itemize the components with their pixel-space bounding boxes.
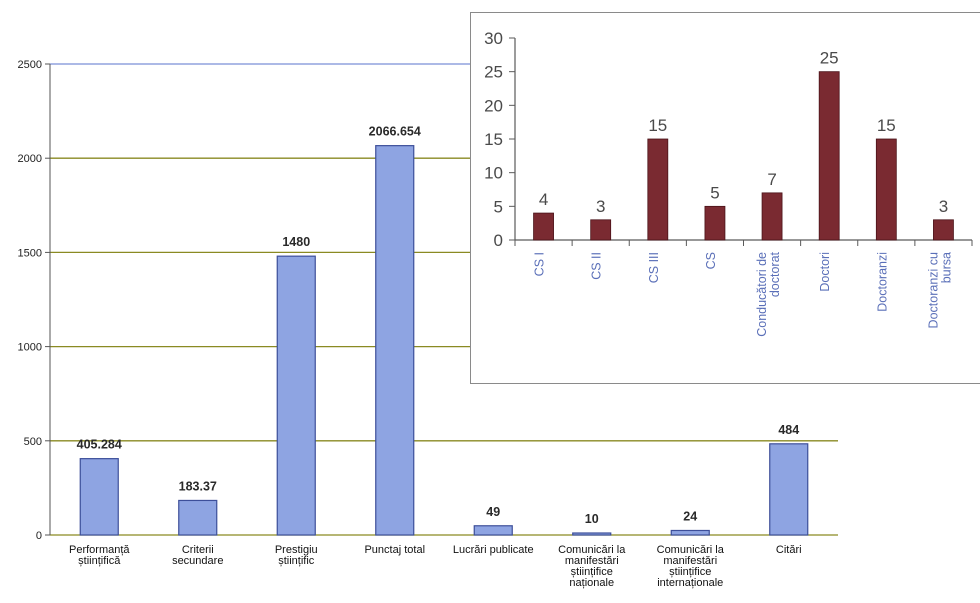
inset-y-tick-label: 30 <box>484 29 503 48</box>
main-data-label: 24 <box>683 509 697 523</box>
inset-x-category-label: Doctoranzi <box>875 252 889 312</box>
inset-x-category-line: Conducători de <box>755 252 769 337</box>
main-x-axis-categories: Performanță științifică Criterii secundare P… <box>69 544 802 589</box>
main-y-tick-label: 2000 <box>18 153 42 165</box>
inset-x-category-label: CS I <box>533 252 547 276</box>
main-x-category-line: manifestări <box>663 555 717 567</box>
inset-data-label: 3 <box>596 197 605 216</box>
main-bars <box>79 145 809 536</box>
inset-bar <box>761 192 783 241</box>
inset-data-labels: 4 3 15 5 7 25 15 3 <box>539 49 948 216</box>
inset-axes <box>509 37 973 246</box>
inset-y-tick-label: 5 <box>494 197 503 216</box>
main-bar <box>473 525 513 536</box>
inset-x-axis-categories: CS I CS II CS III CS Conducători dedoctorat D… <box>533 251 954 336</box>
main-x-category-label: Punctaj total <box>364 544 425 556</box>
main-bar <box>79 458 119 536</box>
main-x-category-line: internaționale <box>657 577 723 589</box>
inset-bar <box>647 138 669 241</box>
inset-x-category-label: Doctori <box>818 252 832 292</box>
inset-x-category-line: CS II <box>590 252 604 280</box>
inset-x-category-line: Doctoranzi <box>875 252 889 312</box>
main-data-label: 10 <box>585 512 599 526</box>
inset-bar <box>933 219 954 241</box>
main-x-category-line: Criterii <box>182 544 214 556</box>
main-bar <box>572 532 612 536</box>
main-data-label: 484 <box>778 423 799 437</box>
inset-x-category-label: Doctoranzi cubursa <box>926 252 953 328</box>
main-data-label: 183.37 <box>179 479 217 493</box>
main-x-category-line: secundare <box>172 555 223 567</box>
main-data-label: 1480 <box>282 235 310 249</box>
main-x-category-label: Prestigiu științific <box>275 544 318 567</box>
main-bar <box>670 529 710 536</box>
inset-x-category-line: Doctori <box>818 252 832 292</box>
inset-x-category-label: Conducători dedoctorat <box>755 251 782 336</box>
main-bar <box>178 499 218 536</box>
main-x-category-line: Performanță <box>69 544 130 556</box>
inset-bar <box>590 219 612 241</box>
inset-x-category-line: bursa <box>939 252 953 283</box>
main-y-tick-label: 500 <box>24 436 42 448</box>
main-data-label: 2066.654 <box>369 125 421 139</box>
main-x-category-label: Comunicări la manifestări științifice națio… <box>558 544 626 589</box>
main-y-tick-label: 2500 <box>18 59 42 71</box>
main-y-axis-ticks: 0 500 1000 1500 2000 2500 <box>18 59 42 542</box>
main-x-category-line: manifestări <box>565 555 619 567</box>
inset-x-category-label: CS <box>704 252 718 269</box>
inset-data-label: 3 <box>939 197 948 216</box>
main-x-category-line: Citări <box>776 544 802 556</box>
main-bar <box>375 145 415 536</box>
inset-y-tick-label: 0 <box>494 231 503 250</box>
inset-bar <box>533 212 554 241</box>
inset-data-label: 25 <box>820 49 839 68</box>
main-x-category-line: științifică <box>78 555 121 567</box>
inset-x-category-line: CS <box>704 252 718 269</box>
inset-data-label: 4 <box>539 190 548 209</box>
main-x-category-label: Criterii secundare <box>172 544 223 567</box>
main-x-category-line: naționale <box>569 577 614 589</box>
main-y-tick-label: 0 <box>36 530 42 542</box>
inset-y-axis-ticks: 0 5 10 15 20 25 30 <box>484 29 503 250</box>
main-bar <box>769 443 809 536</box>
inset-bar <box>704 205 726 241</box>
inset-x-category-line: Doctoranzi cu <box>926 252 940 328</box>
main-x-category-line: Prestigiu <box>275 544 318 556</box>
inset-data-label: 15 <box>877 116 896 135</box>
inset-data-label: 5 <box>710 183 719 202</box>
inset-y-tick-label: 15 <box>484 130 503 149</box>
main-x-category-line: Comunicări la <box>558 544 626 556</box>
inset-y-tick-label: 10 <box>484 164 503 183</box>
main-y-tick-label: 1000 <box>18 342 42 354</box>
inset-bars <box>533 71 954 241</box>
main-x-category-line: științific <box>278 555 315 567</box>
main-data-label: 405.284 <box>77 438 122 452</box>
main-x-category-line: științifice <box>669 566 711 578</box>
main-x-category-label: Performanță științifică <box>69 544 130 567</box>
main-x-category-label: Comunicări la manifestări științifice inter… <box>657 544 725 589</box>
main-x-category-label: Citări <box>776 544 802 556</box>
inset-x-category-label: CS III <box>647 252 661 283</box>
main-data-label: 49 <box>486 505 500 519</box>
main-data-labels: 405.284 183.37 1480 2066.654 49 10 24 484 <box>77 125 800 526</box>
main-x-category-line: Punctaj total <box>364 544 425 556</box>
inset-bar <box>818 71 840 241</box>
main-x-category-line: Comunicări la <box>657 544 725 556</box>
inset-data-label: 15 <box>648 116 667 135</box>
inset-x-category-line: CS I <box>533 252 547 276</box>
main-x-category-label: Lucrări publicate <box>453 544 534 556</box>
main-x-category-line: științifice <box>571 566 613 578</box>
inset-x-category-line: doctorat <box>768 251 782 297</box>
main-bar <box>276 255 316 536</box>
inset-y-tick-label: 20 <box>484 96 503 115</box>
inset-y-tick-label: 25 <box>484 63 503 82</box>
inset-data-label: 7 <box>767 170 776 189</box>
inset-x-category-line: CS III <box>647 252 661 283</box>
main-x-category-line: Lucrări publicate <box>453 544 534 556</box>
inset-x-category-label: CS II <box>590 252 604 280</box>
inset-bar <box>875 138 897 241</box>
main-y-tick-label: 1500 <box>18 247 42 259</box>
